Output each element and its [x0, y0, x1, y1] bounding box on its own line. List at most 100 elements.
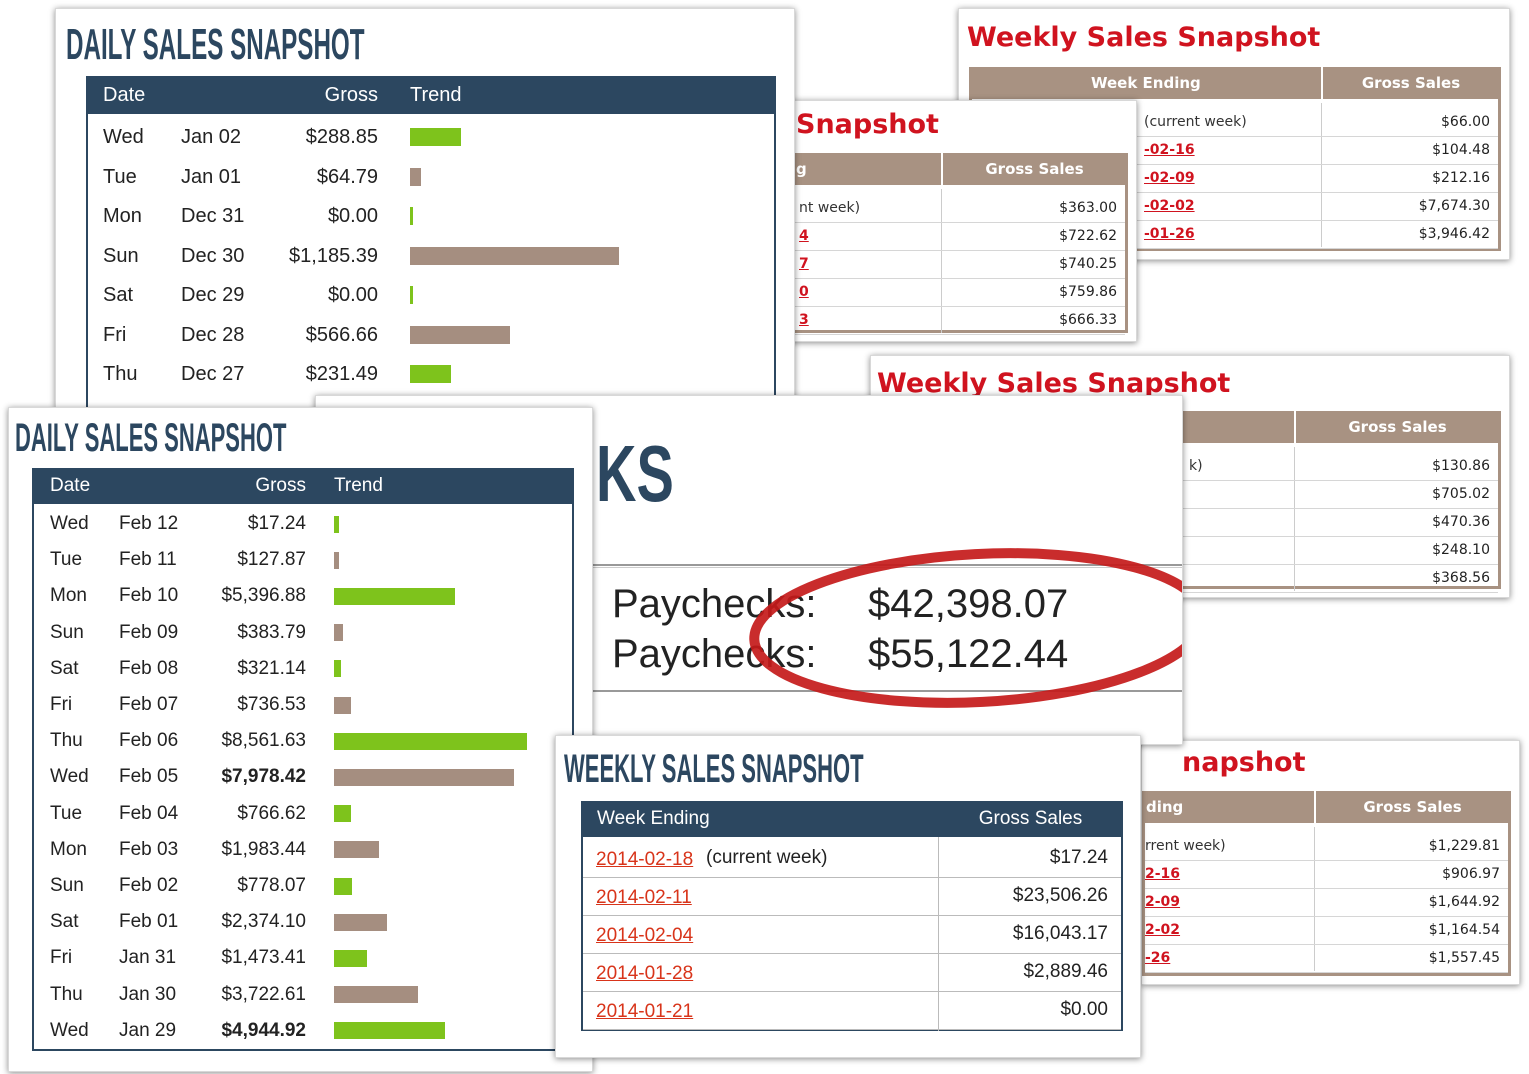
column-divider — [1294, 411, 1296, 443]
gross-cell: $127.87 — [237, 549, 306, 571]
date-cell: Jan 29 — [119, 1019, 177, 1041]
gross-cell: $66.00 — [1441, 114, 1490, 130]
day-cell: Wed — [50, 766, 89, 788]
row-line — [583, 915, 1121, 916]
week-link[interactable]: 2014-02-18 — [596, 849, 694, 870]
column-divider — [1314, 827, 1315, 971]
row-line — [789, 250, 1125, 251]
gross-cell: $5,396.88 — [221, 585, 306, 607]
week-link[interactable]: 2014-01-21 — [596, 1001, 694, 1022]
week-link[interactable]: 2-09 — [1145, 894, 1181, 910]
gross-cell: $3,722.61 — [221, 983, 306, 1005]
table-header: Week Ending Gross Sales — [581, 801, 1123, 837]
paycheck-amount: $55,122.44 — [868, 632, 1069, 676]
row-line — [789, 306, 1125, 307]
trend-bar — [334, 732, 527, 750]
trend-bar — [334, 841, 379, 859]
sales-table: Week Ending Gross Sales 2014-02-18 (current… — [581, 801, 1123, 1031]
week-note: (current week) — [706, 847, 828, 868]
week-cell: (current week) — [1144, 114, 1247, 130]
highlight-circle — [749, 548, 1182, 708]
gross-cell: $104.48 — [1432, 142, 1490, 158]
week-link[interactable]: -01-26 — [1144, 226, 1195, 242]
card-title: napshot — [1182, 747, 1306, 778]
week-link[interactable]: 7 — [799, 256, 809, 272]
divider — [316, 567, 1182, 568]
column-divider — [941, 189, 942, 333]
gross-cell: $231.49 — [305, 363, 378, 385]
date-cell: Feb 06 — [119, 730, 179, 752]
row-line — [789, 278, 1125, 279]
day-cell: Thu — [50, 730, 83, 752]
week-link[interactable]: -26 — [1145, 950, 1171, 966]
card-title: DAILY SALES SNAPSHOT — [15, 416, 287, 460]
trend-bar — [334, 986, 418, 1004]
week-link[interactable]: -02-09 — [1144, 170, 1195, 186]
gross-cell: $759.86 — [1059, 284, 1117, 300]
row-line — [583, 1029, 1121, 1030]
gross-cell: $1,164.54 — [1428, 922, 1500, 938]
date-cell: Dec 28 — [181, 323, 245, 346]
date-cell: Feb 02 — [119, 875, 179, 896]
week-link[interactable]: 3 — [799, 312, 809, 328]
day-cell: Sun — [50, 875, 84, 896]
column-header: Gross Sales — [1361, 74, 1461, 92]
gross-cell: $23,506.26 — [1012, 885, 1108, 906]
row-line — [1145, 860, 1508, 861]
column-header: g — [796, 160, 807, 178]
column-header: Gross Sales — [1363, 798, 1462, 816]
gross-cell: $16,043.17 — [1012, 923, 1108, 944]
column-divider — [938, 837, 939, 1031]
day-cell: Mon — [50, 585, 87, 607]
row-line — [972, 164, 1498, 165]
weekly-sales-card: Weekly Sales Snapshot Week Ending Gross Sa… — [958, 8, 1510, 260]
week-cell: nt week) — [799, 200, 861, 216]
weekly-sales-card: napshot ding Gross Sales rrent week) $1,229.… — [1141, 740, 1520, 985]
row-line — [583, 877, 1121, 878]
row-line — [884, 536, 1498, 537]
trend-bar — [410, 207, 413, 225]
date-cell: Feb 08 — [119, 657, 179, 679]
gross-cell: $722.62 — [1059, 228, 1117, 244]
date-cell: Jan 02 — [181, 126, 242, 148]
gross-cell: $566.66 — [305, 323, 378, 346]
trend-bar — [334, 515, 339, 533]
column-divider — [1314, 791, 1316, 823]
gross-cell: $1,557.45 — [1428, 950, 1500, 966]
table-header: g Gross Sales — [786, 153, 1128, 185]
gross-cell: $7,978.42 — [221, 766, 306, 788]
weekly-sales-card: WEEKLY SALES SNAPSHOT Week Ending Gross Sa… — [555, 735, 1141, 1058]
week-link[interactable]: 2-02 — [1145, 922, 1181, 938]
column-header: ding — [1146, 798, 1184, 816]
trend-bar — [410, 365, 451, 383]
gross-cell: $778.07 — [237, 875, 306, 896]
week-link[interactable]: 2014-02-11 — [596, 887, 692, 908]
row-line — [884, 480, 1498, 481]
gross-cell: $1,229.81 — [1428, 838, 1500, 854]
day-cell: Sat — [50, 657, 79, 679]
row-line — [1145, 972, 1508, 973]
day-cell: Fri — [103, 323, 127, 346]
highlight-layer — [749, 548, 1182, 708]
trend-bar — [410, 246, 619, 265]
row-line — [972, 220, 1498, 221]
trend-bar — [410, 286, 413, 304]
week-link[interactable]: 2014-02-04 — [596, 925, 694, 946]
gross-cell: $17.24 — [247, 513, 306, 534]
day-cell: Sat — [103, 284, 134, 306]
gross-cell: $368.56 — [1432, 570, 1490, 586]
row-line — [884, 592, 1498, 593]
gross-cell: $288.85 — [305, 126, 378, 148]
day-cell: Sat — [50, 911, 79, 933]
week-link[interactable]: 0 — [799, 284, 809, 300]
gross-cell: $1,983.44 — [221, 838, 306, 860]
week-link[interactable]: -02-02 — [1144, 198, 1195, 214]
trend-bar — [410, 128, 461, 146]
gross-cell: $705.02 — [1432, 486, 1490, 502]
date-cell: Feb 07 — [119, 694, 179, 715]
week-link[interactable]: 2014-01-28 — [596, 963, 694, 984]
gross-cell: $321.14 — [237, 657, 306, 679]
week-link[interactable]: 2-16 — [1145, 866, 1181, 882]
week-link[interactable]: -02-16 — [1144, 142, 1195, 158]
week-link[interactable]: 4 — [799, 228, 809, 244]
